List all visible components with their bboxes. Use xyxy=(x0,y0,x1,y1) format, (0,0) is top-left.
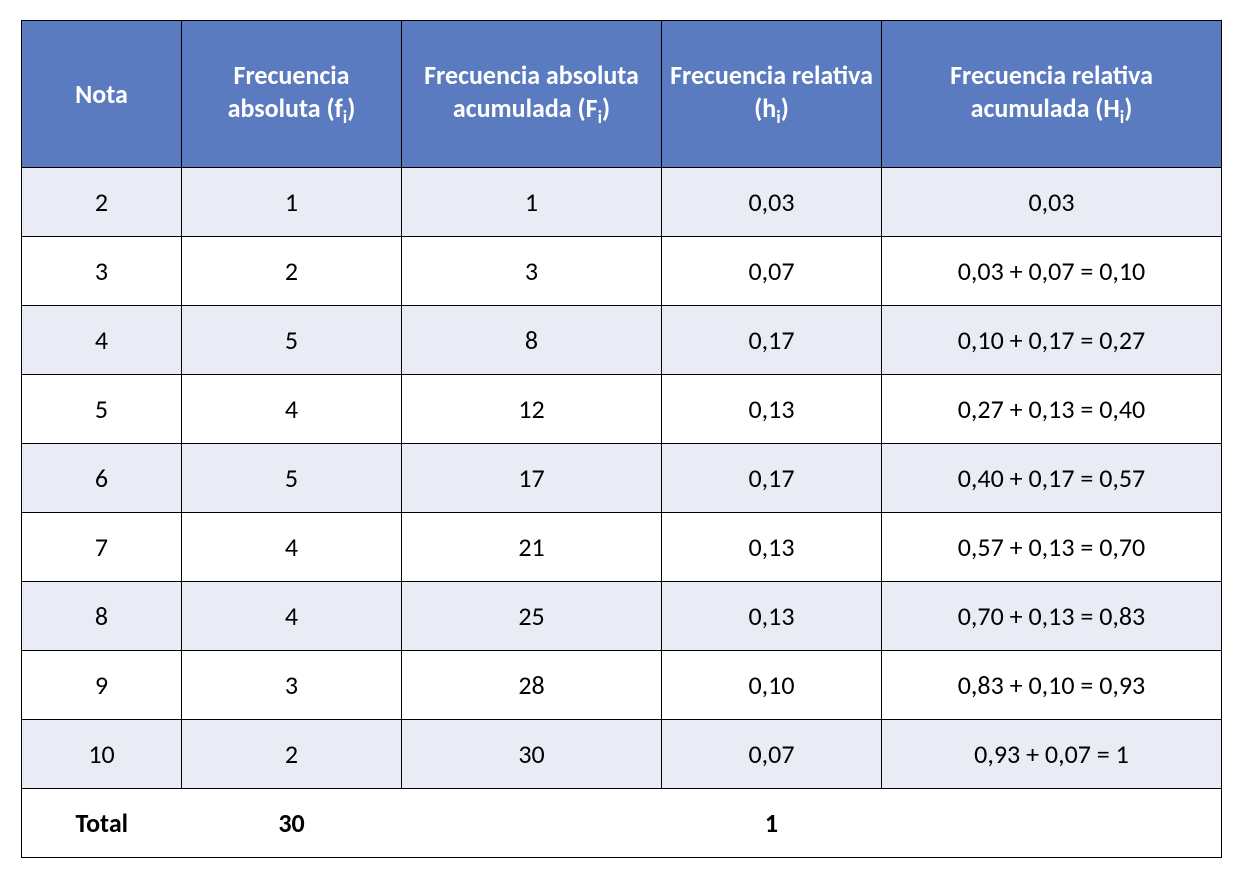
cell-hi: 0,13 xyxy=(662,513,882,582)
cell-Hi: 0,10 + 0,17 = 0,27 xyxy=(882,306,1222,375)
total-hi: 1 xyxy=(662,789,882,858)
col-header-nota: Nota xyxy=(22,21,182,168)
cell-fi: 5 xyxy=(182,306,402,375)
frequency-table: Nota Frecuencia absoluta (fi) Frecuencia… xyxy=(21,20,1222,858)
cell-Hi: 0,40 + 0,17 = 0,57 xyxy=(882,444,1222,513)
header-label-post: ) xyxy=(781,92,789,124)
cell-fi: 4 xyxy=(182,513,402,582)
cell-Fi: 8 xyxy=(402,306,662,375)
cell-fi: 1 xyxy=(182,168,402,237)
col-header-Hi: Frecuencia relativa acumulada (Hi) xyxy=(882,21,1222,168)
cell-Hi: 0,93 + 0,07 = 1 xyxy=(882,720,1222,789)
cell-Fi: 30 xyxy=(402,720,662,789)
cell-hi: 0,13 xyxy=(662,375,882,444)
total-Hi-empty xyxy=(882,789,1222,858)
table-row: 6 5 17 0,17 0,40 + 0,17 = 0,57 xyxy=(22,444,1222,513)
table-row: 4 5 8 0,17 0,10 + 0,17 = 0,27 xyxy=(22,306,1222,375)
cell-nota: 7 xyxy=(22,513,182,582)
table-row: 9 3 28 0,10 0,83 + 0,10 = 0,93 xyxy=(22,651,1222,720)
col-header-Fi: Frecuencia absoluta acumulada (Fi) xyxy=(402,21,662,168)
table-row: 8 4 25 0,13 0,70 + 0,13 = 0,83 xyxy=(22,582,1222,651)
cell-nota: 3 xyxy=(22,237,182,306)
cell-Fi: 17 xyxy=(402,444,662,513)
total-label: Total xyxy=(22,789,182,858)
cell-Fi: 3 xyxy=(402,237,662,306)
cell-hi: 0,17 xyxy=(662,444,882,513)
header-label-post: ) xyxy=(347,92,355,124)
cell-Fi: 21 xyxy=(402,513,662,582)
cell-fi: 2 xyxy=(182,720,402,789)
cell-hi: 0,13 xyxy=(662,582,882,651)
cell-Hi: 0,70 + 0,13 = 0,83 xyxy=(882,582,1222,651)
table-row: 2 1 1 0,03 0,03 xyxy=(22,168,1222,237)
table-header-row: Nota Frecuencia absoluta (fi) Frecuencia… xyxy=(22,21,1222,168)
cell-nota: 6 xyxy=(22,444,182,513)
cell-nota: 4 xyxy=(22,306,182,375)
cell-Fi: 12 xyxy=(402,375,662,444)
col-header-fi: Frecuencia absoluta (fi) xyxy=(182,21,402,168)
cell-hi: 0,17 xyxy=(662,306,882,375)
header-label-post: ) xyxy=(602,92,610,124)
cell-hi: 0,10 xyxy=(662,651,882,720)
table-row: 10 2 30 0,07 0,93 + 0,07 = 1 xyxy=(22,720,1222,789)
cell-Hi: 0,03 xyxy=(882,168,1222,237)
cell-fi: 2 xyxy=(182,237,402,306)
header-label: Frecuencia absoluta (f xyxy=(228,59,350,124)
cell-Hi: 0,83 + 0,10 = 0,93 xyxy=(882,651,1222,720)
table-row: 3 2 3 0,07 0,03 + 0,07 = 0,10 xyxy=(22,237,1222,306)
header-label: Frecuencia relativa (h xyxy=(670,59,873,124)
cell-fi: 4 xyxy=(182,375,402,444)
cell-fi: 5 xyxy=(182,444,402,513)
col-header-hi: Frecuencia relativa (hi) xyxy=(662,21,882,168)
total-Fi-empty xyxy=(402,789,662,858)
cell-nota: 5 xyxy=(22,375,182,444)
cell-hi: 0,07 xyxy=(662,237,882,306)
table-row: 5 4 12 0,13 0,27 + 0,13 = 0,40 xyxy=(22,375,1222,444)
cell-hi: 0,07 xyxy=(662,720,882,789)
cell-fi: 4 xyxy=(182,582,402,651)
header-label-post: ) xyxy=(1124,92,1132,124)
cell-fi: 3 xyxy=(182,651,402,720)
cell-Fi: 25 xyxy=(402,582,662,651)
table-row: 7 4 21 0,13 0,57 + 0,13 = 0,70 xyxy=(22,513,1222,582)
cell-Hi: 0,27 + 0,13 = 0,40 xyxy=(882,375,1222,444)
cell-nota: 2 xyxy=(22,168,182,237)
total-fi: 30 xyxy=(182,789,402,858)
cell-hi: 0,03 xyxy=(662,168,882,237)
cell-nota: 10 xyxy=(22,720,182,789)
table-total-row: Total 30 1 xyxy=(22,789,1222,858)
cell-Fi: 28 xyxy=(402,651,662,720)
header-label: Nota xyxy=(75,78,128,110)
cell-nota: 9 xyxy=(22,651,182,720)
cell-nota: 8 xyxy=(22,582,182,651)
cell-Hi: 0,57 + 0,13 = 0,70 xyxy=(882,513,1222,582)
cell-Hi: 0,03 + 0,07 = 0,10 xyxy=(882,237,1222,306)
cell-Fi: 1 xyxy=(402,168,662,237)
